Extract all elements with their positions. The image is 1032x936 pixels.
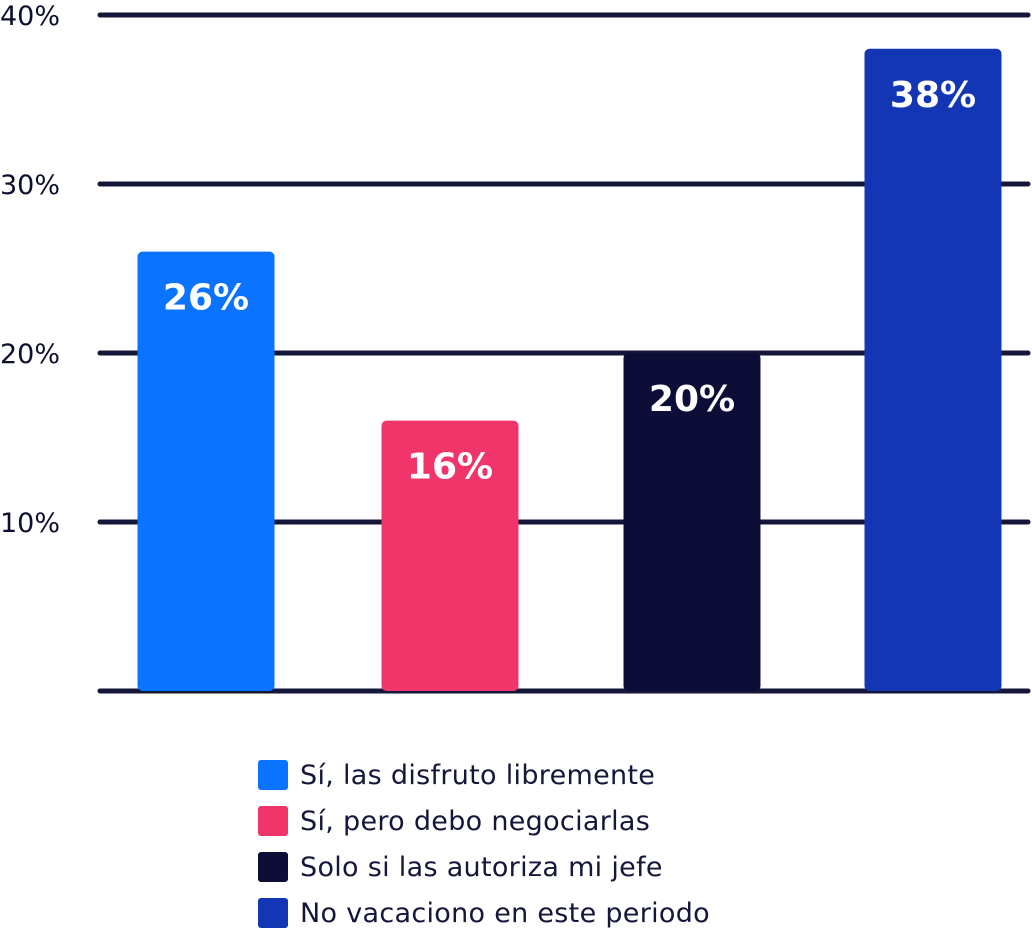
- legend: Sí, las disfruto libremente Sí, pero debo…: [258, 752, 710, 936]
- legend-item: No vacaciono en este periodo: [258, 890, 710, 936]
- legend-label: No vacaciono en este periodo: [300, 897, 710, 929]
- bar-chart: 10% 20% 30% 40% 26% 16% 20% 38%: [0, 1, 1031, 694]
- legend-item: Sí, pero debo negociarlas: [258, 798, 710, 844]
- y-tick-label: 20%: [0, 339, 60, 370]
- y-axis-ticks: 10% 20% 30% 40%: [0, 1, 60, 539]
- bar: [623, 353, 761, 691]
- legend-swatch: [258, 898, 288, 928]
- y-tick-label: 10%: [0, 508, 60, 539]
- bar: [381, 420, 519, 691]
- data-label: 38%: [890, 75, 976, 116]
- data-label: 16%: [407, 447, 493, 488]
- bars: [137, 48, 1002, 692]
- data-labels: 26% 16% 20% 38%: [163, 75, 976, 488]
- legend-label: Sí, pero debo negociarlas: [300, 805, 651, 837]
- data-label: 20%: [649, 379, 735, 420]
- legend-item: Solo si las autoriza mi jefe: [258, 844, 710, 890]
- legend-item: Sí, las disfruto libremente: [258, 752, 710, 798]
- legend-swatch: [258, 760, 288, 790]
- bar: [864, 48, 1002, 692]
- legend-swatch: [258, 852, 288, 882]
- legend-swatch: [258, 806, 288, 836]
- bar: [137, 251, 275, 691]
- legend-label: Solo si las autoriza mi jefe: [300, 851, 663, 883]
- legend-label: Sí, las disfruto libremente: [300, 759, 656, 791]
- y-tick-label: 30%: [0, 170, 60, 201]
- data-label: 26%: [163, 278, 249, 319]
- y-tick-label: 40%: [0, 1, 60, 32]
